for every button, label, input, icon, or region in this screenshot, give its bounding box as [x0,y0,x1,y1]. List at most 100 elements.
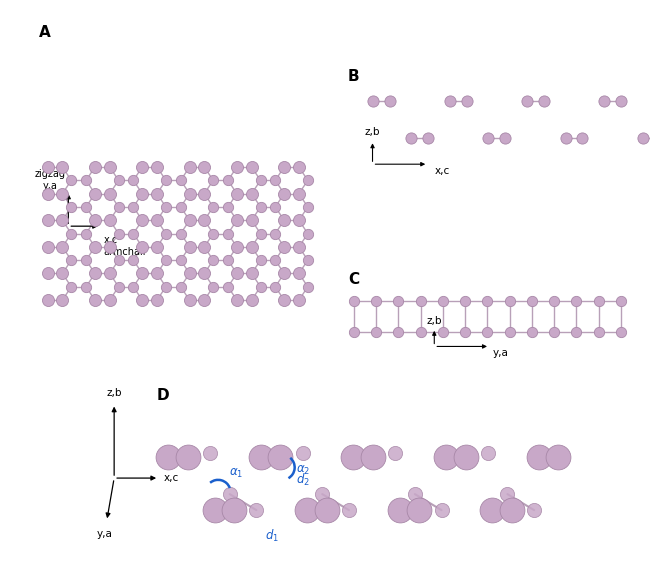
Point [210,506,220,515]
Point [549,297,559,306]
Point [42,242,53,252]
Point [160,256,171,265]
Point [255,229,265,238]
Point [184,215,194,225]
Point [57,242,68,252]
Point [223,176,233,185]
Point [302,256,313,265]
Point [578,133,588,142]
Point [89,162,100,172]
Point [89,269,100,278]
Point [270,229,281,238]
Point [81,229,91,238]
Point [251,506,261,515]
Point [270,176,281,185]
Point [223,282,233,291]
Point [89,242,100,252]
Point [104,242,115,252]
Point [208,282,218,291]
Point [231,162,242,172]
Point [616,328,626,337]
Point [57,162,68,172]
Point [231,242,242,252]
Point [344,506,354,515]
Point [229,506,239,515]
Point [571,328,581,337]
Text: z,b: z,b [106,388,122,398]
Point [255,176,265,185]
Text: A: A [39,25,51,40]
Point [57,215,68,225]
Point [184,269,194,278]
Point [527,297,537,306]
Point [275,452,286,461]
Point [199,242,210,252]
Point [208,176,218,185]
Point [160,229,171,238]
Point [223,229,233,238]
Point [654,133,657,142]
Point [505,297,515,306]
Point [89,215,100,225]
Text: B: B [348,69,359,84]
Point [128,176,139,185]
Text: $d_2$: $d_2$ [296,472,310,488]
Point [423,133,434,142]
Point [460,328,470,337]
Point [66,176,77,185]
Point [438,328,448,337]
Point [270,282,281,291]
Point [137,242,147,252]
Point [42,162,53,172]
Point [522,96,532,105]
Point [294,295,304,305]
Point [348,452,359,461]
Point [599,96,609,105]
Point [113,282,124,291]
Text: zigzag
y,a: zigzag y,a [35,169,66,191]
Point [152,295,162,305]
Point [57,269,68,278]
Point [302,202,313,211]
Point [616,297,626,306]
Text: $d_1$: $d_1$ [265,528,279,544]
Point [302,176,313,185]
Point [113,256,124,265]
Point [294,269,304,278]
Point [294,162,304,172]
Point [533,452,544,461]
Point [461,452,471,461]
Point [160,176,171,185]
Point [483,449,493,458]
Point [246,189,257,198]
Point [482,297,493,306]
Point [279,269,289,278]
Point [406,133,417,142]
Point [66,256,77,265]
Point [279,295,289,305]
Point [279,242,289,252]
Point [199,215,210,225]
Point [279,215,289,225]
Point [415,328,426,337]
Point [128,282,139,291]
Point [368,452,378,461]
Point [231,189,242,198]
Point [208,256,218,265]
Point [137,269,147,278]
Point [246,215,257,225]
Point [89,295,100,305]
Point [128,229,139,238]
Point [137,295,147,305]
Point [500,133,510,142]
Point [527,328,537,337]
Point [160,282,171,291]
Text: z,b: z,b [426,316,442,326]
Point [270,256,281,265]
Point [184,242,194,252]
Point [137,189,147,198]
Point [231,295,242,305]
Point [302,282,313,291]
Point [539,96,549,105]
Point [137,162,147,172]
